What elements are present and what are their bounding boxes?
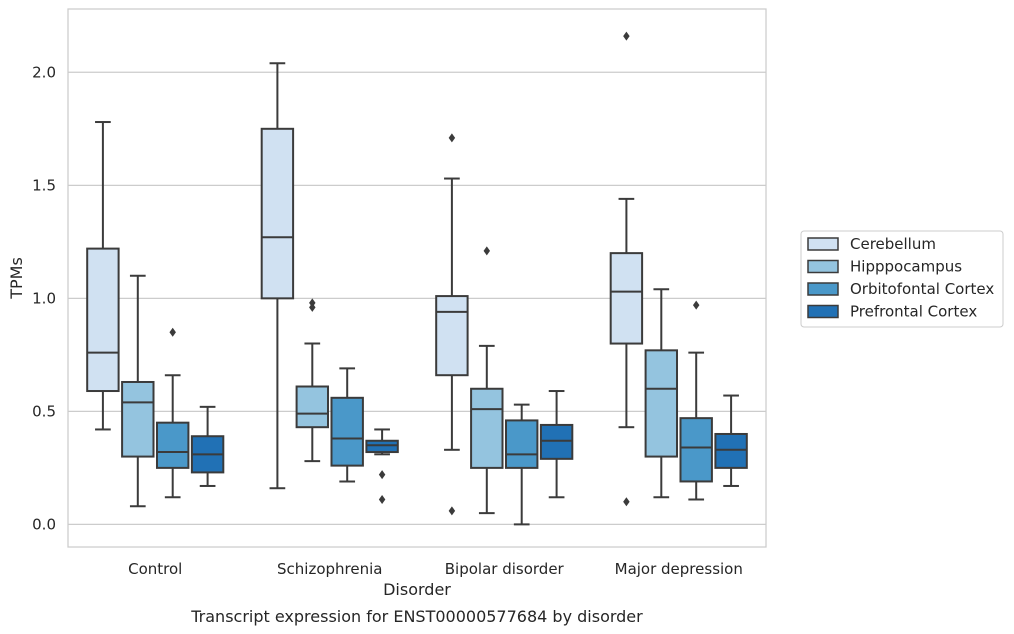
- legend-swatch: [807, 237, 839, 251]
- y-tick-label: 1.5: [32, 176, 56, 194]
- box-body: [470, 387, 504, 469]
- box-body: [295, 385, 330, 429]
- x-tick-label: Bipolar disorder: [445, 560, 565, 578]
- x-tick-labels: Control Schizophrenia Bipolar disorder Majo…: [128, 560, 743, 578]
- chart-caption: Transcript expression for ENST0000057768…: [190, 607, 643, 626]
- y-tick-label: 0.0: [32, 515, 56, 533]
- box-orbitofontal-cortex: [155, 327, 190, 499]
- box-body: [714, 432, 748, 469]
- outlier-point: [378, 495, 386, 505]
- box-cerebellum: [609, 31, 644, 507]
- x-tick-label: Major depression: [615, 560, 743, 578]
- legend-swatch: [807, 259, 839, 274]
- box-hipppocampus: [121, 274, 155, 508]
- y-tick-label: 0.5: [32, 402, 56, 420]
- box-body: [121, 380, 155, 458]
- box-orbitofontal-cortex: [679, 300, 713, 501]
- x-axis-title: Disorder: [383, 580, 451, 599]
- y-tick-label: 2.0: [32, 63, 56, 81]
- outlier-point: [623, 497, 630, 507]
- outlier-point: [309, 298, 316, 308]
- box-body: [260, 127, 295, 300]
- box-cerebellum: [86, 121, 120, 431]
- outlier-point: [623, 31, 630, 41]
- y-tick-labels: 0.0 0.5 1.0 1.5 2.0: [32, 63, 56, 533]
- outlier-point: [169, 327, 176, 337]
- box-hipppocampus: [470, 246, 504, 515]
- box-prefrontal-cortex: [365, 428, 399, 505]
- outlier-point: [483, 246, 491, 256]
- box-cerebellum: [260, 62, 295, 490]
- box-hipppocampus: [295, 298, 330, 463]
- x-tick-label: Control: [128, 560, 182, 578]
- legend-label: Hipppocampus: [850, 258, 962, 276]
- x-tick-label: Schizophrenia: [277, 560, 382, 578]
- legend: Cerebellum Hipppocampus Orbitofontal Corte…: [800, 230, 1004, 328]
- outlier-point: [448, 506, 456, 516]
- outlier-point: [309, 302, 316, 312]
- box-body: [539, 423, 574, 460]
- box-body: [609, 252, 644, 345]
- legend-swatch: [807, 304, 839, 319]
- box-body: [330, 396, 364, 467]
- box-body: [644, 349, 679, 458]
- box-cerebellum: [435, 133, 469, 516]
- box-hipppocampus: [644, 288, 679, 499]
- box-body: [435, 295, 469, 377]
- outlier-point: [448, 133, 456, 143]
- outlier-point: [692, 300, 700, 310]
- y-tick-label: 1.0: [32, 289, 56, 307]
- box-body: [86, 247, 120, 393]
- box-prefrontal-cortex: [190, 405, 225, 487]
- box-body: [504, 419, 539, 469]
- box-orbitofontal-cortex: [330, 367, 364, 483]
- box-body: [365, 439, 399, 454]
- legend-frame: [800, 230, 1004, 328]
- outlier-point: [378, 470, 386, 480]
- box-orbitofontal-cortex: [504, 403, 539, 526]
- box-body: [679, 417, 713, 483]
- legend-label: Orbitofontal Cortex: [850, 280, 994, 298]
- legend-label: Prefrontal Cortex: [850, 303, 977, 321]
- plot-frame: [67, 8, 767, 548]
- legend-swatch: [807, 282, 839, 296]
- boxes: [86, 31, 748, 526]
- box-body: [155, 421, 190, 469]
- legend-label: Cerebellum: [850, 235, 936, 253]
- box-prefrontal-cortex: [539, 390, 574, 499]
- y-axis-title: TPMs: [7, 257, 26, 300]
- box-prefrontal-cortex: [714, 394, 748, 487]
